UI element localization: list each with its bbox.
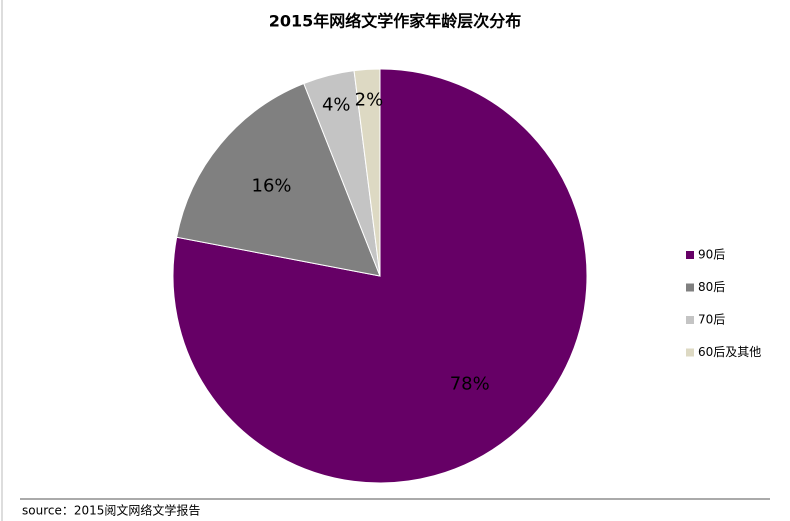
legend-swatch [686, 251, 694, 259]
data-label: 2% [355, 89, 384, 110]
legend-swatch [686, 283, 694, 292]
legend-swatch [686, 316, 694, 324]
data-label: 78% [450, 373, 490, 394]
legend-label: 80后 [698, 280, 725, 294]
source: source：2015阅文网络文学报告 [22, 503, 200, 518]
chart-title: 2015年网络文学作家年龄层次分布 [269, 12, 522, 31]
legend-label: 70后 [698, 313, 725, 327]
data-label: 4% [322, 95, 351, 116]
legend-label: 90后 [698, 248, 725, 262]
legend-label: 60后及其他 [698, 345, 761, 359]
pie-slice [353, 68, 381, 277]
data-label: 16% [252, 175, 292, 196]
pie-slice [176, 82, 381, 277]
legend-swatch [686, 348, 694, 357]
